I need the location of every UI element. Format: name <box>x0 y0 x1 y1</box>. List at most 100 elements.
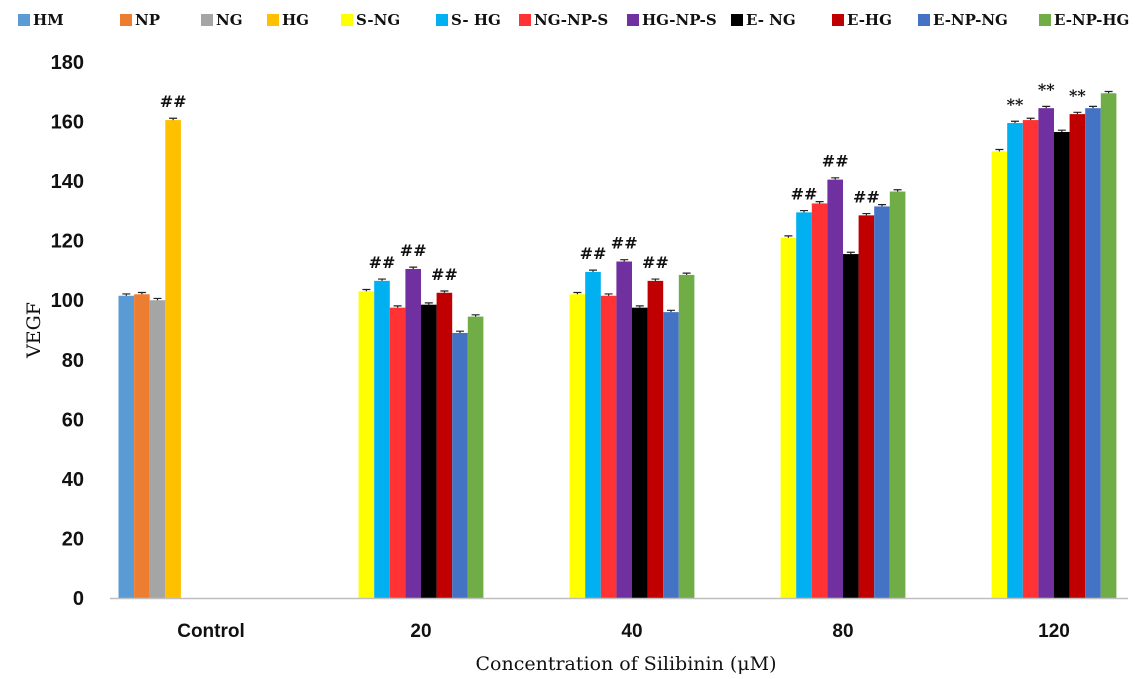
annotation-s-hg-20: ## <box>369 253 396 272</box>
legend-swatch <box>436 14 448 26</box>
legend-swatch <box>201 14 213 26</box>
error-bar <box>784 235 793 238</box>
x-axis-title: Concentration of Silibinin (μM) <box>475 653 776 675</box>
error-bar <box>1073 111 1082 115</box>
bar-s-ng-40 <box>569 294 586 598</box>
bar-s-ng-20 <box>358 291 375 598</box>
error-bar <box>409 266 418 269</box>
legend-swatch <box>918 14 930 26</box>
bars <box>118 90 1117 599</box>
bar-e-np-ng-40 <box>663 312 679 598</box>
error-bar <box>893 189 902 192</box>
legend-label: NG-NP-S <box>534 11 608 29</box>
error-bar <box>378 278 386 281</box>
legend-label: S-NG <box>356 11 400 29</box>
error-bar <box>620 259 629 262</box>
bar-e-np-ng-80 <box>874 206 890 599</box>
error-bar <box>456 330 464 333</box>
error-bar <box>122 293 131 296</box>
error-bar <box>589 269 597 272</box>
x-tick-label: 40 <box>621 621 642 642</box>
bar-e-np-ng-20 <box>452 332 468 598</box>
legend-item-e-hg: E-HG <box>832 11 892 29</box>
legend-swatch <box>267 14 279 26</box>
legend-item-e-ng: E- NG <box>731 11 796 29</box>
y-tick-label: 60 <box>62 409 84 431</box>
error-bar <box>682 272 691 275</box>
bar-e-ng-80 <box>843 254 859 598</box>
legend-swatch <box>832 14 844 26</box>
bar-hg-np-s-120 <box>1038 108 1054 598</box>
y-axis-title: VEGF <box>23 302 45 359</box>
annotation-hg-np-s-120: ** <box>1038 80 1055 99</box>
y-axis: 0 20 40 60 80 100 120 140 160 180 <box>51 52 84 610</box>
legend-item-e-np-ng: E-NP-NG <box>918 11 1008 29</box>
bar-e-ng-20 <box>421 304 437 598</box>
bar-e-hg-120 <box>1069 114 1086 599</box>
error-bar <box>604 293 613 296</box>
legend-swatch <box>1039 14 1051 26</box>
error-bar <box>362 288 371 292</box>
y-tick-label: 40 <box>62 469 84 491</box>
annotation-hg-np-s-20: ## <box>400 241 427 260</box>
legend-item-s-hg: S- HG <box>436 11 501 29</box>
bar-e-ng-120 <box>1054 131 1070 599</box>
bar-hg-np-s-40 <box>616 261 632 598</box>
legend-swatch <box>341 14 353 26</box>
annotation-hg-np-s-80: ## <box>822 152 849 171</box>
legend-item-ng: NG <box>201 11 243 29</box>
legend-swatch <box>627 14 639 26</box>
error-bar <box>153 297 162 301</box>
legend-label: NP <box>135 11 160 29</box>
annotation-e-hg-40: ## <box>642 253 669 272</box>
bar-e-hg-80 <box>858 215 875 599</box>
bar-ng-np-s-120 <box>1022 120 1039 598</box>
y-tick-label: 20 <box>62 528 84 550</box>
significance-annotations: ####################**** ** <box>160 80 1087 284</box>
error-bar <box>800 209 808 213</box>
bar-ng-np-s-20 <box>389 307 406 598</box>
legend-label: E-NP-HG <box>1054 11 1129 29</box>
y-tick-label: 0 <box>73 588 84 610</box>
legend-label: E-HG <box>847 11 892 29</box>
annotation-s-hg-80: ## <box>791 184 818 203</box>
annotation-s-hg-40: ## <box>580 244 607 263</box>
error-bar <box>635 305 644 308</box>
error-bar <box>1026 117 1035 121</box>
bar-e-np-ng-120 <box>1085 108 1101 598</box>
error-bar <box>440 290 449 293</box>
error-bar <box>573 291 582 295</box>
legend: HM NP NG HG S-NG S- HG NG-NP-S HG-NP-S E- NG E-HG… <box>18 11 1129 29</box>
bar-e-np-hg-20 <box>467 316 484 598</box>
legend-item-hg-np-s: HG-NP-S <box>627 11 717 29</box>
legend-item-np: NP <box>120 11 160 29</box>
y-tick-label: 160 <box>51 112 84 134</box>
x-tick-label: 120 <box>1038 621 1070 642</box>
error-bar <box>1089 105 1097 109</box>
y-tick-label: 180 <box>51 52 84 74</box>
bar-ng-control <box>149 300 166 598</box>
error-bar <box>137 291 146 295</box>
error-bar <box>995 148 1004 152</box>
error-bar <box>846 251 855 255</box>
error-bar <box>1011 120 1019 124</box>
y-tick-label: 80 <box>62 350 84 372</box>
error-bar <box>878 204 886 207</box>
bar-np-control <box>134 294 150 598</box>
legend-label: E- NG <box>746 11 796 29</box>
bar-e-np-hg-40 <box>678 274 695 598</box>
bar-e-np-hg-120 <box>1100 93 1117 599</box>
bar-hg-np-s-80 <box>827 179 843 598</box>
bar-e-hg-20 <box>436 292 453 598</box>
error-bar <box>169 117 178 121</box>
annotation-hg-np-s-40: ## <box>611 234 638 253</box>
legend-item-ng-np-s: NG-NP-S <box>519 11 608 29</box>
error-bar <box>1042 105 1051 109</box>
error-bar <box>471 314 480 317</box>
bar-hg-control <box>165 120 181 598</box>
annotation-hg-control: ## <box>160 92 187 111</box>
legend-swatch <box>120 14 132 26</box>
legend-swatch <box>519 14 531 26</box>
error-bar <box>393 305 402 308</box>
